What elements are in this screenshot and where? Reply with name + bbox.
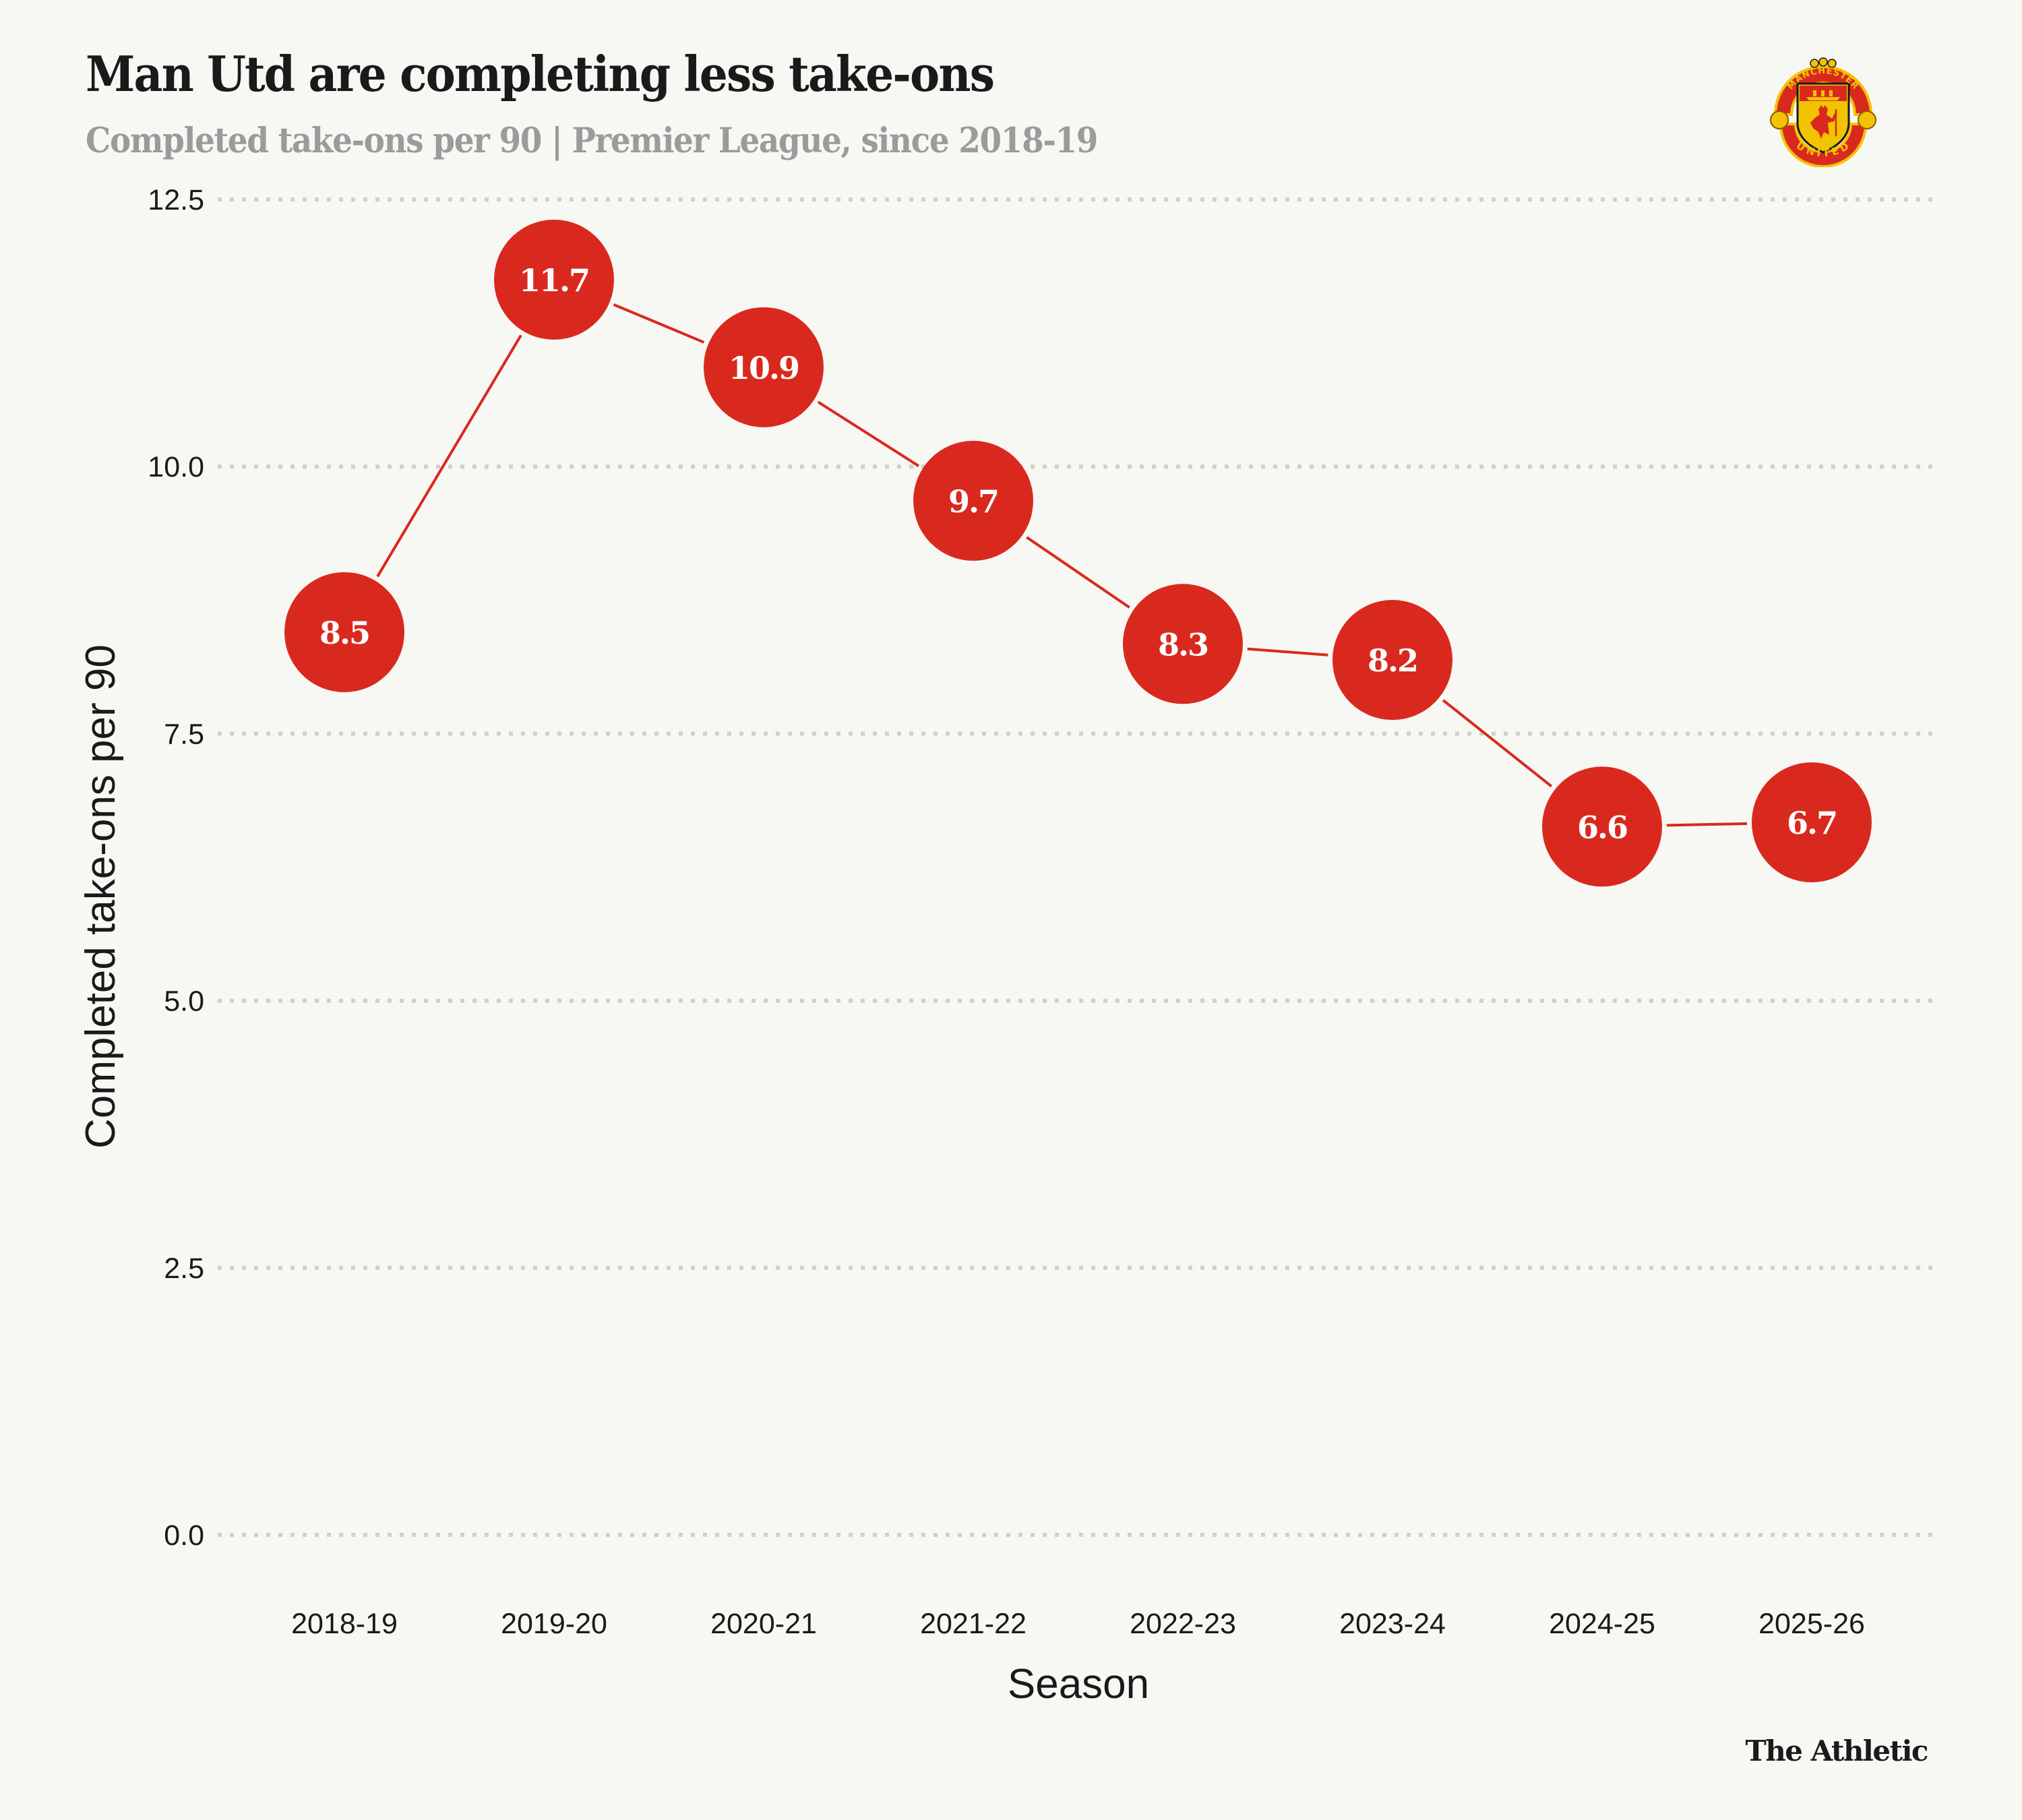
y-axis-title: Completed take-ons per 90 [78, 644, 124, 1149]
data-label: 6.7 [1787, 805, 1837, 841]
data-point [284, 572, 404, 692]
data-label: 6.6 [1577, 809, 1627, 845]
data-label: 8.3 [1158, 626, 1208, 663]
line-segment [613, 303, 705, 344]
data-label: 8.5 [319, 615, 369, 651]
series-points: 8.5 11.7 10.9 9.7 8.3 8.2 6.6 6.7 [284, 219, 1872, 887]
x-tick-label: 2019-20 [501, 1608, 607, 1640]
x-tick-label: 2021-22 [920, 1608, 1027, 1640]
data-point [704, 307, 824, 427]
x-tick-label: 2023-24 [1339, 1608, 1446, 1640]
line-segment [1666, 822, 1748, 827]
data-point [1123, 584, 1243, 704]
chart-title: Man Utd are completing less take-ons [86, 45, 995, 102]
data-label: 10.9 [729, 350, 799, 386]
chart-subtitle: Completed take-ons per 90 | Premier Leag… [86, 121, 1098, 161]
line-segment [1026, 536, 1130, 609]
y-tick-label: 2.5 [164, 1252, 204, 1285]
y-tick-label: 12.5 [148, 184, 204, 216]
y-tick-label: 0.0 [164, 1519, 204, 1552]
x-tick-label: 2025-26 [1758, 1608, 1865, 1640]
y-axis-ticks: 0.0 2.5 5.0 7.5 10.0 12.5 [148, 184, 204, 1552]
data-point [1752, 762, 1872, 882]
line-segment [376, 334, 522, 578]
series-line [376, 303, 1748, 827]
y-tick-label: 5.0 [164, 985, 204, 1018]
x-axis-ticks: 2018-19 2019-20 2020-21 2021-22 2022-23 2023-… [291, 1608, 1865, 1640]
x-tick-label: 2022-23 [1130, 1608, 1236, 1640]
gridlines [218, 198, 1936, 1537]
x-tick-label: 2018-19 [291, 1608, 398, 1640]
data-point [494, 219, 614, 340]
x-tick-label: 2020-21 [710, 1608, 817, 1640]
x-tick-label: 2024-25 [1549, 1608, 1655, 1640]
line-segment [817, 400, 920, 468]
y-tick-label: 7.5 [164, 718, 204, 750]
data-point [1332, 600, 1452, 721]
data-label: 11.7 [519, 262, 589, 299]
data-point [913, 440, 1033, 561]
y-tick-label: 10.0 [148, 451, 204, 483]
data-label: 9.7 [948, 483, 998, 520]
x-axis-title: Season [1008, 1661, 1149, 1707]
data-label: 8.2 [1368, 642, 1417, 679]
line-segment [1442, 699, 1553, 788]
data-point [1542, 766, 1662, 887]
line-segment [1247, 647, 1328, 657]
manchester-united-crest-icon: MANCHESTER UNITED [1770, 57, 1876, 167]
the-athletic-logo: The Athletic [1745, 1734, 1928, 1767]
